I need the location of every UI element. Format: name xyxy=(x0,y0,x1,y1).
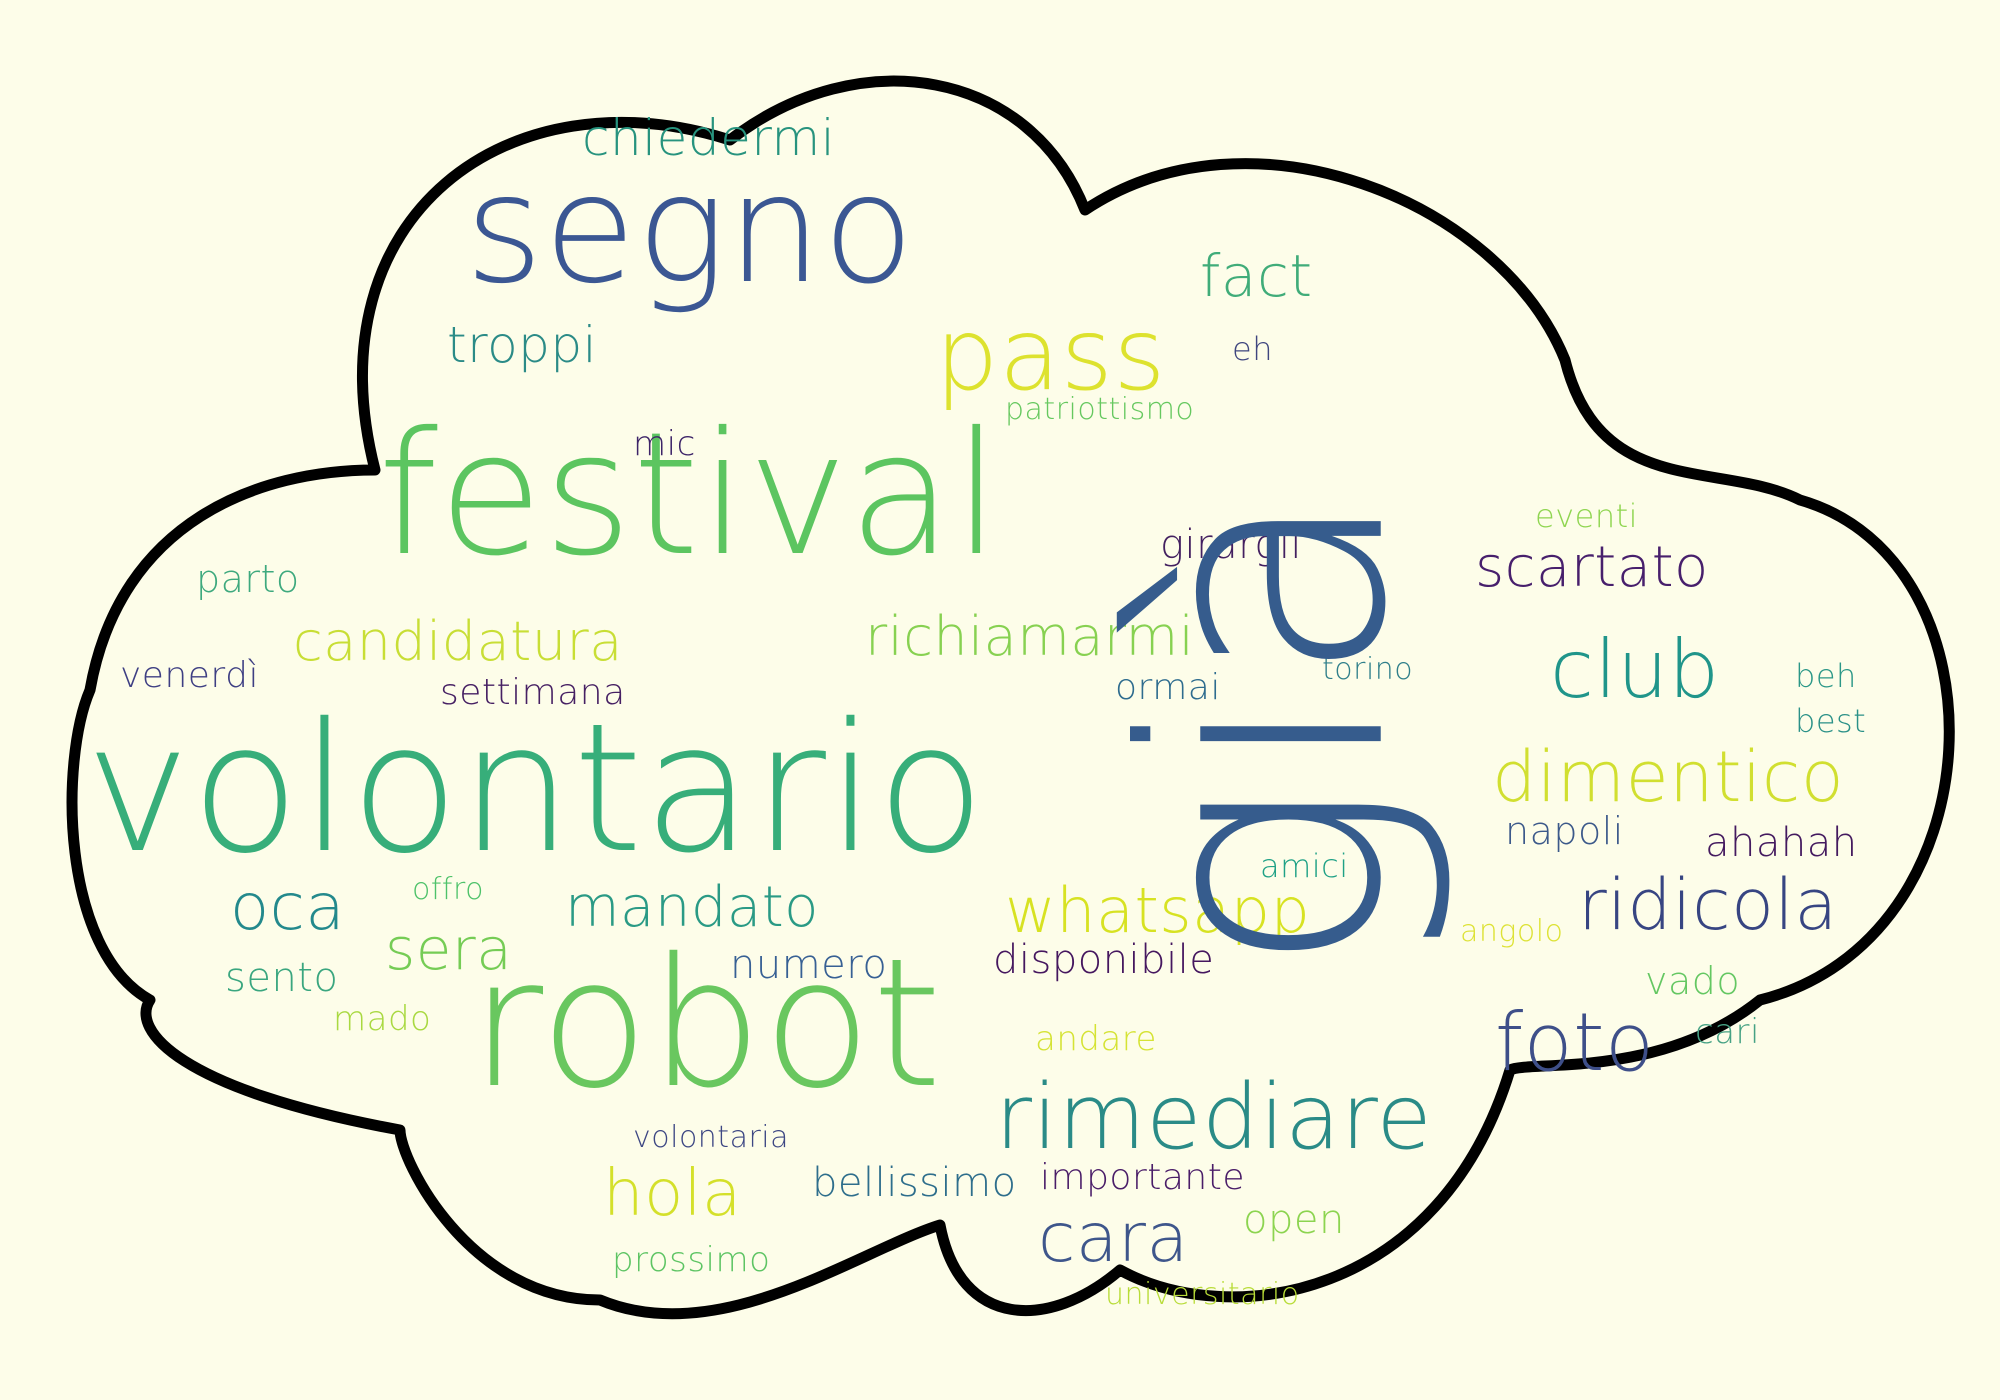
word-patriottismo: patriottismo xyxy=(1005,392,1195,427)
word-dimentico: dimentico xyxy=(1492,736,1845,818)
word-mic: mic xyxy=(633,424,696,464)
word-vado: vado xyxy=(1645,959,1741,1003)
word-oca: oca xyxy=(230,871,346,945)
word-mandato: mandato xyxy=(565,875,819,940)
word-parto: parto xyxy=(196,557,300,601)
word-settimana: settimana xyxy=(440,672,626,713)
word-cara: cara xyxy=(1038,1199,1189,1278)
word-torino: torino xyxy=(1322,652,1414,687)
word-beh: beh xyxy=(1795,657,1857,695)
word-whatsapp: whatsapp xyxy=(1005,874,1311,947)
word-eh: eh xyxy=(1232,330,1273,368)
word-scartato: scartato xyxy=(1475,535,1709,600)
word-napoli: napoli xyxy=(1505,809,1624,853)
word-troppi: troppi xyxy=(447,316,598,374)
word-ormai: ormai xyxy=(1115,667,1221,708)
word-chiedermi: chiedermi xyxy=(582,109,836,167)
word-prossimo: prossimo xyxy=(612,1240,771,1280)
word-amici: amici xyxy=(1260,847,1349,885)
word-volontario: volontario xyxy=(85,685,986,892)
word-fact: fact xyxy=(1200,242,1313,310)
word-segno: segno xyxy=(465,143,915,317)
word-candidatura: candidatura xyxy=(293,610,623,673)
word-rimediare: rimediare xyxy=(995,1065,1433,1170)
word-open: open xyxy=(1243,1197,1345,1243)
word-robot: robot xyxy=(470,920,943,1127)
word-ahahah: ahahah xyxy=(1705,820,1858,866)
word-pass: pass xyxy=(935,296,1166,413)
word-festival: festival xyxy=(378,396,1001,594)
word-mado: mado xyxy=(333,999,432,1039)
word-cari: cari xyxy=(1695,1012,1760,1052)
word-foto: foto xyxy=(1495,996,1655,1089)
word-importante: importante xyxy=(1040,1157,1246,1198)
word-girargli: girargli xyxy=(1160,522,1303,568)
word-universitario: universitario xyxy=(1105,1277,1300,1312)
word-hola: hola xyxy=(603,1157,742,1231)
word-ridicola: ridicola xyxy=(1578,864,1838,946)
word-sera: sera xyxy=(385,915,513,983)
word-richiamarmi: richiamarmi xyxy=(865,605,1195,668)
word-angolo: angolo xyxy=(1460,914,1564,949)
word-disponibile: disponibile xyxy=(993,937,1215,983)
cloud-outline xyxy=(66,75,1955,1320)
word-best: best xyxy=(1795,702,1867,740)
word-offro: offro xyxy=(412,872,485,907)
word-venerdi: venerdì xyxy=(120,655,259,696)
word-numero: numero xyxy=(730,942,888,988)
word-volontaria: volontaria xyxy=(633,1120,790,1155)
word-gia: già xyxy=(1074,483,1459,977)
word-club: club xyxy=(1550,623,1720,716)
word-sento: sento xyxy=(225,955,339,1001)
word-bellissimo: bellissimo xyxy=(812,1160,1017,1206)
word-andare: andare xyxy=(1035,1019,1157,1059)
word-eventi: eventi xyxy=(1535,497,1639,535)
